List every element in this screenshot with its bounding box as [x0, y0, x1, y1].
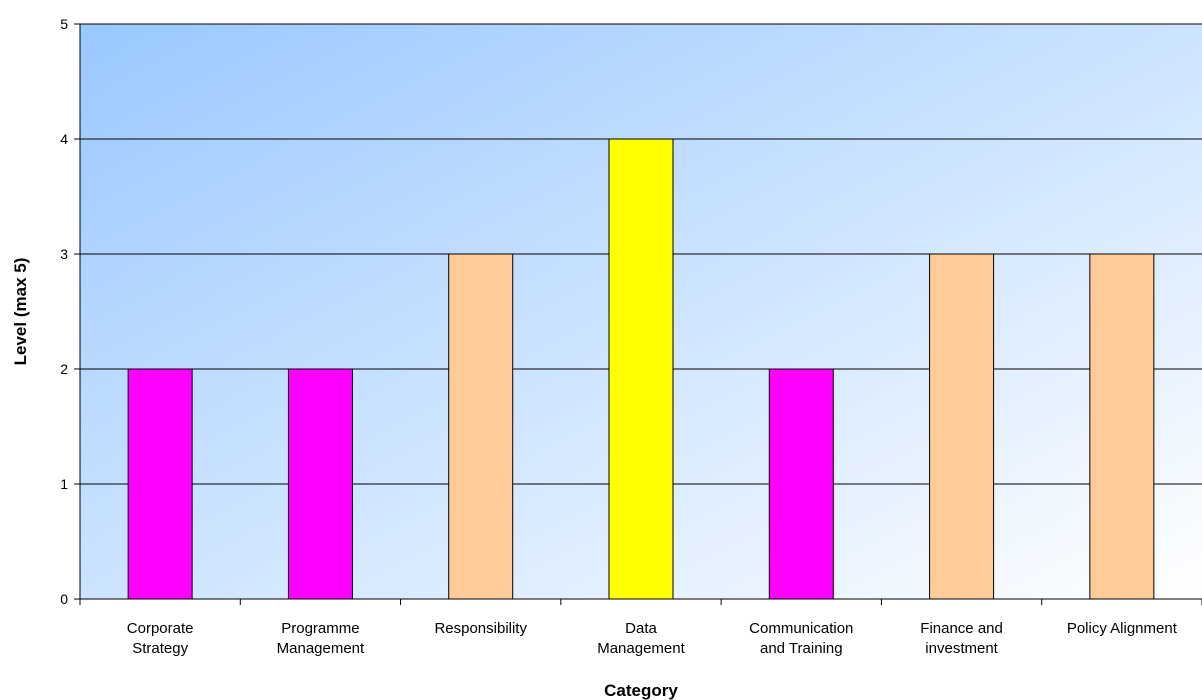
y-tick-label: 4 — [60, 131, 68, 147]
bar — [448, 253, 514, 600]
x-category-label-line: Strategy — [132, 640, 188, 657]
y-tick-label: 5 — [60, 16, 68, 32]
x-category-label: Finance and investment — [920, 620, 1003, 657]
bar — [127, 368, 193, 600]
y-tick-labels: 0 1 2 3 4 5 — [60, 16, 68, 607]
y-tick-label: 0 — [60, 591, 68, 607]
x-category-label-line: Programme — [281, 620, 359, 637]
x-category-label-line: Management — [597, 640, 685, 657]
y-tick-label: 2 — [60, 361, 68, 377]
x-category-label: Programme Management — [277, 620, 365, 657]
x-category-label-line: Policy Alignment — [1067, 620, 1178, 637]
axes — [74, 23, 1202, 605]
y-tick-label: 1 — [60, 476, 68, 492]
bar — [287, 368, 353, 600]
bar — [929, 253, 995, 600]
x-category-label: Data Management — [597, 620, 685, 657]
x-category-label-line: Data — [625, 620, 657, 637]
x-category-label-line: investment — [925, 640, 998, 657]
x-category-label-line: Responsibility — [434, 620, 527, 637]
bar — [768, 368, 834, 600]
bars — [127, 138, 1155, 600]
bar — [608, 138, 674, 600]
x-category-label: Responsibility — [434, 620, 527, 637]
x-category-label: Communication and Training — [749, 620, 853, 657]
y-axis-title: Level (max 5) — [11, 258, 30, 366]
bar — [1089, 253, 1155, 600]
x-axis-title: Category — [604, 681, 678, 700]
y-tick-label: 3 — [60, 246, 68, 262]
x-category-labels: Corporate Strategy Programme Management Resp… — [127, 620, 1178, 657]
x-category-label-line: Management — [277, 640, 365, 657]
x-category-label-line: Corporate — [127, 620, 194, 637]
x-category-label: Policy Alignment — [1067, 620, 1178, 637]
x-category-label: Corporate Strategy — [127, 620, 194, 657]
x-category-label-line: Finance and — [920, 620, 1003, 637]
x-category-label-line: and Training — [760, 640, 843, 657]
x-category-label-line: Communication — [749, 620, 853, 637]
